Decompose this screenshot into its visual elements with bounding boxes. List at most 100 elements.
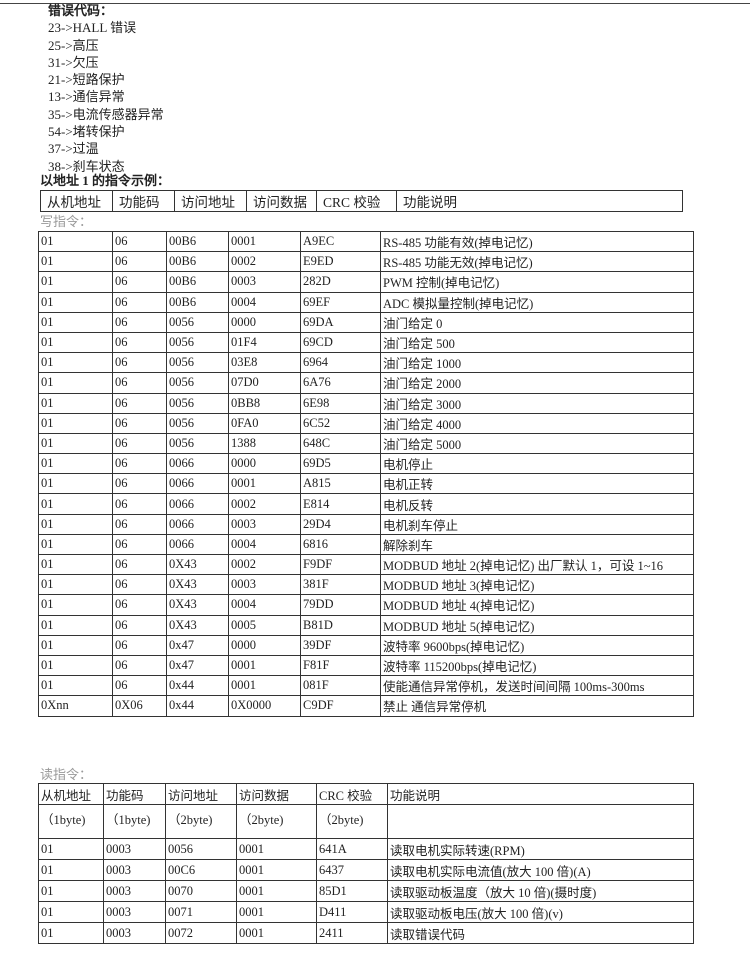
- table-cell: 0001: [236, 922, 317, 944]
- table-cell: 油门给定 5000: [380, 432, 694, 455]
- table-cell: 06: [112, 412, 167, 434]
- table-cell: F81F: [300, 654, 381, 677]
- table-cell: 06: [112, 271, 167, 293]
- table-cell: 01: [38, 331, 113, 354]
- table-cell: 0071: [165, 901, 237, 923]
- table-cell: 油门给定 2000: [380, 372, 694, 394]
- table-cell: 0001: [236, 901, 317, 923]
- table-cell: 06: [112, 533, 167, 556]
- table-cell: 01: [38, 493, 113, 515]
- header-cell: 功能说明: [396, 190, 683, 212]
- error-code-item: 13->通信异常: [48, 89, 125, 105]
- header-cell: 功能码: [112, 190, 175, 212]
- table-cell: 读取电机实际电流值(放大 100 倍)(A): [387, 859, 694, 881]
- table-cell: 01: [38, 922, 104, 944]
- table-row: 01 0003 0056 0001 641A 读取电机实际转速(RPM): [38, 838, 694, 860]
- table-cell: 01: [38, 271, 113, 293]
- table-cell: 06: [112, 230, 167, 253]
- error-code-item: 54->堵转保护: [48, 124, 125, 140]
- table-cell: 0002: [228, 493, 301, 515]
- table-cell: 0X43: [166, 594, 229, 616]
- table-cell: PWM 控制(掉电记忆): [380, 271, 694, 293]
- table-cell: 0066: [166, 493, 229, 515]
- table-cell: 电机反转: [380, 493, 694, 515]
- table-cell: 01: [38, 634, 113, 656]
- table-cell: 6816: [300, 533, 381, 556]
- table-cell: 06: [112, 614, 167, 636]
- table-cell: 0003: [103, 838, 166, 860]
- table-cell: 0005: [228, 614, 301, 636]
- table-cell: 0003: [103, 901, 166, 923]
- table-cell: 禁止 通信异常停机: [380, 695, 694, 717]
- table-row: 01 06 00B6 0002 E9ED RS-485 功能无效(掉电记忆): [38, 251, 694, 273]
- table-cell: 01: [38, 230, 113, 253]
- table-cell: 01: [38, 614, 113, 636]
- table-cell: E814: [300, 493, 381, 515]
- table-cell: 0056: [166, 372, 229, 394]
- table-row: 01 06 00B6 0001 A9EC RS-485 功能有效(掉电记忆): [38, 230, 694, 253]
- table-row: 01 06 0X43 0003 381F MODBUD 地址 3(掉电记忆): [38, 574, 694, 596]
- table-row: 01 06 0x44 0001 081F 使能通信异常停机，发送时间间隔 100ms-30…: [38, 675, 694, 697]
- table-cell: A9EC: [300, 230, 381, 253]
- table-row: 01 06 0X43 0004 79DD MODBUD 地址 4(掉电记忆): [38, 594, 694, 616]
- table-cell: 波特率 9600bps(掉电记忆): [380, 634, 694, 656]
- table-cell: 0056: [165, 838, 237, 860]
- table-cell: 69DA: [300, 311, 381, 333]
- table-cell: 0001: [236, 838, 317, 860]
- table-cell: 0056: [166, 352, 229, 374]
- table-cell: 读取驱动板温度（放大 10 倍)(摄时度): [387, 880, 694, 902]
- table-row: 01 0003 0071 0001 D411 读取驱动板电压(放大 100 倍)(v): [38, 901, 694, 923]
- table-cell: 0000: [228, 311, 301, 333]
- read-commands-label: 读指令：: [40, 767, 93, 782]
- table-cell: 0056: [166, 331, 229, 354]
- table-cell: 06: [112, 372, 167, 394]
- table-cell: 06: [112, 352, 167, 374]
- table-cell: 电机停止: [380, 453, 694, 475]
- table-cell: 0001: [228, 654, 301, 677]
- read-byte-size-row: （1byte) （1byte) （2byte) （2byte) （2byte): [38, 804, 694, 839]
- table-cell: 06: [112, 251, 167, 273]
- table-cell: 06: [112, 291, 167, 313]
- table-cell: 06: [112, 473, 167, 495]
- table-cell: 0056: [166, 311, 229, 333]
- table-cell: 油门给定 1000: [380, 352, 694, 374]
- table-cell: 0001: [236, 880, 317, 902]
- table-cell: 282D: [300, 271, 381, 293]
- table-row: 01 06 0056 0BB8 6E98 油门给定 3000: [38, 392, 694, 414]
- table-cell: 01: [38, 553, 113, 576]
- table-cell: E9ED: [300, 251, 381, 273]
- table-cell: 01: [38, 675, 113, 697]
- table-cell: 油门给定 0: [380, 311, 694, 333]
- table-cell: 01: [38, 880, 104, 902]
- table-cell: 01: [38, 392, 113, 414]
- table-cell: 0002: [228, 553, 301, 576]
- byte-size-cell: （1byte): [38, 804, 104, 839]
- table-cell: 06: [112, 493, 167, 515]
- header-cell: 访问地址: [165, 783, 237, 805]
- table-cell: 0056: [166, 432, 229, 455]
- table-cell: MODBUD 地址 4(掉电记忆): [380, 594, 694, 616]
- table-cell: 6964: [300, 352, 381, 374]
- table-cell: 0001: [236, 859, 317, 881]
- table-cell: 06: [112, 513, 167, 535]
- table-cell: 0002: [228, 251, 301, 273]
- table-cell: 油门给定 4000: [380, 412, 694, 434]
- byte-size-cell: [387, 804, 694, 839]
- table-cell: 06: [112, 331, 167, 354]
- table-cell: 0001: [228, 230, 301, 253]
- table-cell: 0000: [228, 634, 301, 656]
- header-cell: 功能码: [103, 783, 166, 805]
- table-row: 01 0003 0070 0001 85D1 读取驱动板温度（放大 10 倍)(摄时度): [38, 880, 694, 902]
- error-code-item: 37->过温: [48, 141, 99, 157]
- table-cell: 0x44: [166, 675, 229, 697]
- table-cell: 01F4: [228, 331, 301, 354]
- table-cell: 0000: [228, 453, 301, 475]
- header-cell: 访问数据: [236, 783, 317, 805]
- table-row: 01 06 0056 01F4 69CD 油门给定 500: [38, 331, 694, 354]
- header-cell: 功能说明: [387, 783, 694, 805]
- table-row: 01 06 00B6 0003 282D PWM 控制(掉电记忆): [38, 271, 694, 293]
- read-header-row: 从机地址 功能码 访问地址 访问数据 CRC 校验 功能说明: [38, 783, 694, 805]
- table-cell: 0x44: [166, 695, 229, 717]
- table-cell: 0X43: [166, 553, 229, 576]
- table-cell: 01: [38, 513, 113, 535]
